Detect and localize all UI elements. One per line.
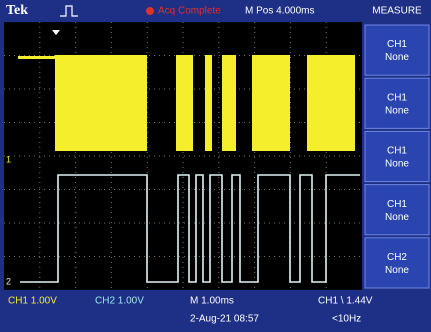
- frequency: <10Hz: [332, 314, 361, 325]
- menu-title: MEASURE: [372, 6, 422, 17]
- status: Acq Complete: [158, 6, 221, 17]
- oscilloscope: Tek Acq Complete M Pos 4.000ms MEASURE 1…: [0, 0, 431, 332]
- button-channel: CH1: [387, 39, 407, 50]
- position: M Pos 4.000ms: [245, 6, 314, 17]
- trigger-level: CH1 \ 1.44V: [318, 296, 373, 307]
- brand: Tek: [6, 3, 28, 18]
- button-value: None: [385, 159, 409, 170]
- ch1-scale: CH1 1.00V: [8, 296, 57, 307]
- date: 2-Aug-21 08:57: [190, 314, 259, 325]
- button-channel: CH2: [387, 252, 407, 263]
- button-value: None: [385, 212, 409, 223]
- button-value: None: [385, 52, 409, 63]
- button-channel: CH1: [387, 146, 407, 157]
- button-channel: CH1: [387, 92, 407, 103]
- ch2-marker: 2: [6, 276, 11, 286]
- ch1-marker: 1: [6, 154, 11, 164]
- button-value: None: [385, 105, 409, 116]
- menu: CH1 None CH1 None CH1 None CH1 None CH2 None: [365, 25, 429, 288]
- ch2-scale: CH2 1.00V: [95, 296, 144, 307]
- status-dot: [146, 7, 154, 15]
- button-value: None: [385, 265, 409, 276]
- time-scale: M 1.00ms: [190, 296, 234, 307]
- button-channel: CH1: [387, 199, 407, 210]
